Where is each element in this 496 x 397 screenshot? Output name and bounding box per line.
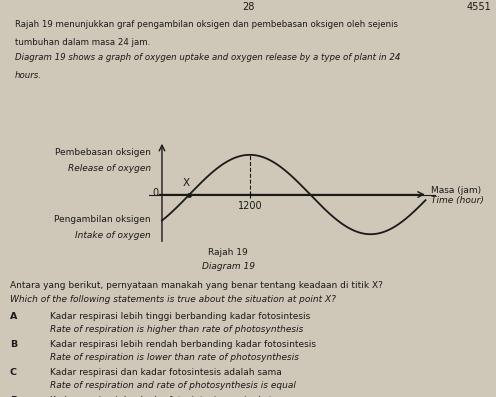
Text: D: D: [10, 396, 18, 397]
Text: Pengambilan oksigen: Pengambilan oksigen: [54, 215, 151, 224]
Text: C: C: [10, 368, 17, 377]
Text: 0: 0: [153, 187, 159, 198]
Text: B: B: [10, 340, 17, 349]
Text: 28: 28: [242, 2, 254, 12]
Text: A: A: [10, 312, 17, 321]
Text: Rajah 19 menunjukkan graf pengambilan oksigen dan pembebasan oksigen oleh sejeni: Rajah 19 menunjukkan graf pengambilan ok…: [15, 20, 398, 29]
Text: hours.: hours.: [15, 71, 42, 80]
Text: Intake of oxygen: Intake of oxygen: [75, 231, 151, 239]
Text: Kadar respirasi lebih tinggi berbanding kadar fotosintesis: Kadar respirasi lebih tinggi berbanding …: [50, 312, 310, 321]
Text: tumbuhan dalam masa 24 jam.: tumbuhan dalam masa 24 jam.: [15, 38, 150, 47]
Text: Antara yang berikut, pernyataan manakah yang benar tentang keadaan di titik X?: Antara yang berikut, pernyataan manakah …: [10, 281, 383, 291]
Text: Release of oxygen: Release of oxygen: [67, 164, 151, 173]
Text: Diagram 19 shows a graph of oxygen uptake and oxygen release by a type of plant : Diagram 19 shows a graph of oxygen uptak…: [15, 53, 400, 62]
Text: Rate of respiration is lower than rate of photosynthesis: Rate of respiration is lower than rate o…: [50, 353, 299, 362]
Text: Kadar respirasi dan kadar fotosintesis meningkat: Kadar respirasi dan kadar fotosintesis m…: [50, 396, 272, 397]
Text: Kadar respirasi lebih rendah berbanding kadar fotosintesis: Kadar respirasi lebih rendah berbanding …: [50, 340, 315, 349]
Text: Diagram 19: Diagram 19: [202, 262, 254, 271]
Text: Rate of respiration is higher than rate of photosynthesis: Rate of respiration is higher than rate …: [50, 325, 303, 334]
Text: 1200: 1200: [238, 201, 262, 211]
Text: Pembebasan oksigen: Pembebasan oksigen: [55, 148, 151, 157]
Text: Kadar respirasi dan kadar fotosintesis adalah sama: Kadar respirasi dan kadar fotosintesis a…: [50, 368, 281, 377]
Text: X: X: [183, 177, 189, 188]
Text: Which of the following statements is true about the situation at point X?: Which of the following statements is tru…: [10, 295, 336, 304]
Text: Time (hour): Time (hour): [431, 196, 484, 205]
Text: Rajah 19: Rajah 19: [208, 248, 248, 256]
Text: Rate of respiration and rate of photosynthesis is equal: Rate of respiration and rate of photosyn…: [50, 381, 296, 390]
Text: 4551: 4551: [466, 2, 491, 12]
Text: Masa (jam): Masa (jam): [431, 186, 481, 195]
